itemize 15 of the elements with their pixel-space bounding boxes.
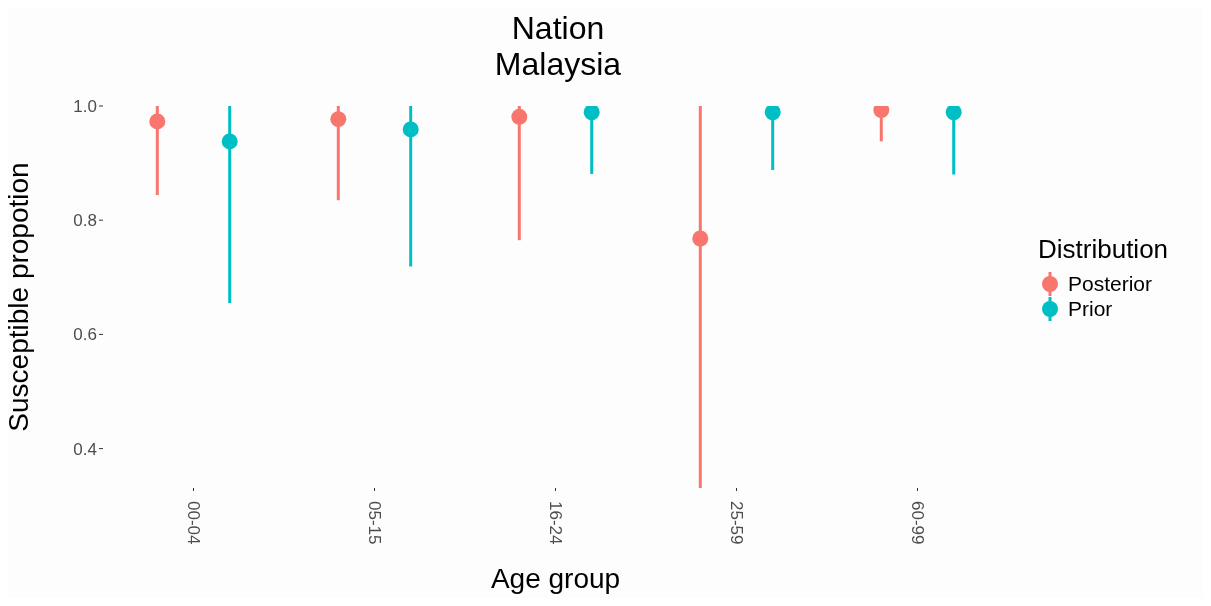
x-tick-label: 25-59 [726,501,746,545]
x-axis-title: Age group [490,563,621,594]
y-tick-label: 0.8 [73,211,97,231]
x-tick-label: 60-99 [907,501,927,545]
y-tick-label: 1.0 [73,97,97,117]
legend-label: Posterior [1068,271,1153,296]
y-tick-label: 0.6 [73,325,97,345]
legend-title: Distribution [1038,234,1169,265]
y-tick-label: 0.4 [73,439,97,459]
chart-title: Nation Malaysia [493,10,623,82]
x-tick-label: 00-04 [183,501,203,545]
y-axis-title: Susceptible propotion [2,162,34,432]
x-tick-label: 05-15 [364,501,384,545]
legend-label: Prior [1068,296,1113,321]
x-tick-label: 16-24 [545,501,565,545]
